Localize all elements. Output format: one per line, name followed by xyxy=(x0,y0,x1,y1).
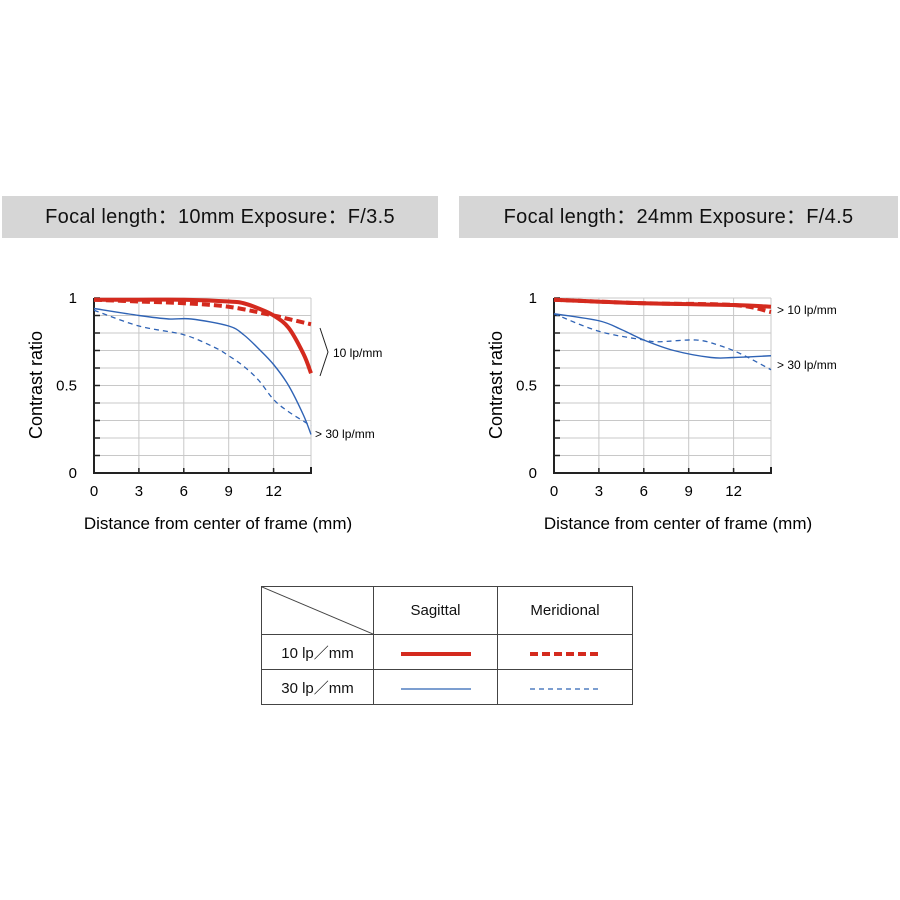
annotation-30lp: > 30 lp/mm xyxy=(777,358,837,372)
x-tick-label: 0 xyxy=(90,483,98,500)
x-tick-label: 6 xyxy=(640,483,648,500)
x-tick-label: 6 xyxy=(180,483,188,500)
y-axis-title: Contrast ratio xyxy=(486,331,506,439)
legend-30-meridional xyxy=(497,669,633,705)
annotation-10lp: 10 lp/mm xyxy=(333,346,382,360)
x-tick-label: 9 xyxy=(685,483,693,500)
x-axis-title: Distance from center of frame (mm) xyxy=(84,514,352,533)
chart-title-right: Focal length：24mm Exposure：F/4.5 xyxy=(459,196,898,238)
y-tick-label: 0.5 xyxy=(56,378,77,395)
y-tick-label: 0 xyxy=(529,465,537,482)
chart-title-left: Focal length：10mm Exposure：F/3.5 xyxy=(2,196,438,238)
series-line-30-lp-mm-sagittal xyxy=(93,307,312,435)
legend-row-10: 10 lp／mm xyxy=(261,634,374,670)
x-axis-title: Distance from center of frame (mm) xyxy=(544,514,812,533)
legend-30-sagittal xyxy=(373,669,498,705)
y-tick-label: 1 xyxy=(69,290,77,307)
x-tick-label: 9 xyxy=(225,483,233,500)
legend-10-sagittal xyxy=(373,634,498,670)
series-line-10-lp-mm-meridional xyxy=(553,297,772,314)
series-line-30-lp-mm-sagittal xyxy=(553,313,772,359)
x-tick-label: 0 xyxy=(550,483,558,500)
legend-table: Sagittal Meridional 10 lp／mm 30 lp／mm xyxy=(261,586,633,705)
y-tick-label: 0 xyxy=(69,465,77,482)
legend-header-sagittal: Sagittal xyxy=(373,586,498,635)
y-tick-label: 1 xyxy=(529,290,537,307)
x-tick-label: 12 xyxy=(725,483,742,500)
legend-row-30: 30 lp／mm xyxy=(261,669,374,705)
series-line-10-lp-mm-meridional xyxy=(93,297,312,327)
y-tick-label: 0.5 xyxy=(516,378,537,395)
bracket-icon xyxy=(319,327,329,377)
x-tick-label: 3 xyxy=(135,483,143,500)
series-line-10-lp-mm-sagittal xyxy=(93,297,313,374)
legend-10-meridional xyxy=(497,634,633,670)
y-axis-title: Contrast ratio xyxy=(26,331,46,439)
annotation-10lp: > 10 lp/mm xyxy=(777,303,837,317)
annotation-30lp: > 30 lp/mm xyxy=(315,427,375,441)
x-tick-label: 12 xyxy=(265,483,282,500)
legend-header-meridional: Meridional xyxy=(497,586,633,635)
x-tick-label: 3 xyxy=(595,483,603,500)
legend-corner xyxy=(261,586,374,635)
series-line-30-lp-mm-meridional xyxy=(553,313,772,371)
axes xyxy=(553,298,772,474)
axes xyxy=(93,298,312,474)
